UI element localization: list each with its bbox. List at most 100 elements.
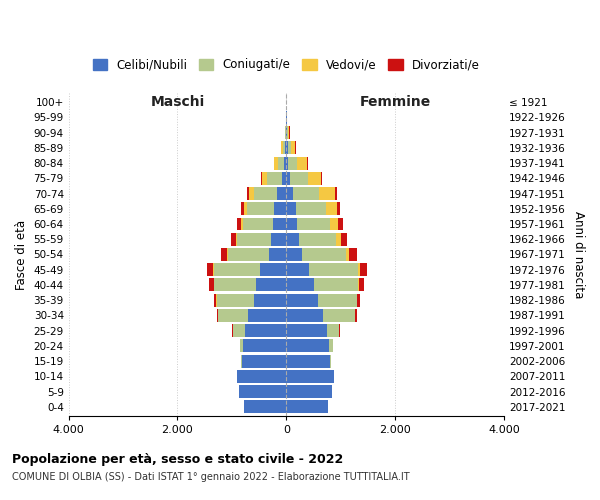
Bar bbox=[250, 187, 254, 200]
Bar bbox=[244, 400, 286, 413]
Bar bbox=[286, 142, 287, 154]
Bar bbox=[339, 324, 340, 337]
Bar bbox=[214, 278, 256, 291]
Bar bbox=[214, 294, 217, 306]
Bar bbox=[358, 294, 361, 306]
Bar bbox=[314, 278, 358, 291]
Bar bbox=[247, 202, 274, 215]
Bar bbox=[267, 172, 282, 185]
Bar bbox=[228, 248, 269, 261]
Bar bbox=[209, 278, 214, 291]
Bar bbox=[287, 142, 291, 154]
Bar bbox=[296, 202, 326, 215]
Bar bbox=[278, 156, 284, 170]
Bar bbox=[284, 156, 286, 170]
Bar bbox=[337, 233, 341, 245]
Bar bbox=[227, 248, 228, 261]
Bar bbox=[260, 263, 286, 276]
Bar bbox=[286, 278, 314, 291]
Bar bbox=[281, 142, 283, 154]
Bar bbox=[241, 354, 242, 368]
Bar bbox=[274, 156, 278, 170]
Y-axis label: Fasce di età: Fasce di età bbox=[15, 220, 28, 290]
Bar bbox=[319, 187, 335, 200]
Bar bbox=[297, 156, 307, 170]
Bar bbox=[274, 202, 286, 215]
Legend: Celibi/Nubili, Coniugati/e, Vedovi/e, Divorziati/e: Celibi/Nubili, Coniugati/e, Vedovi/e, Di… bbox=[88, 54, 485, 76]
Bar bbox=[330, 354, 331, 368]
Bar bbox=[308, 172, 321, 185]
Bar bbox=[254, 294, 286, 306]
Bar bbox=[233, 324, 245, 337]
Bar bbox=[208, 263, 214, 276]
Bar bbox=[286, 340, 329, 352]
Bar bbox=[359, 278, 364, 291]
Bar bbox=[355, 309, 357, 322]
Bar bbox=[271, 233, 286, 245]
Bar bbox=[293, 187, 319, 200]
Bar bbox=[214, 263, 260, 276]
Bar bbox=[238, 370, 286, 383]
Bar bbox=[286, 400, 328, 413]
Bar bbox=[240, 340, 244, 352]
Bar bbox=[262, 172, 267, 185]
Bar bbox=[286, 156, 289, 170]
Bar bbox=[236, 233, 238, 245]
Bar bbox=[318, 294, 357, 306]
Bar bbox=[321, 172, 322, 185]
Bar bbox=[248, 309, 286, 322]
Bar bbox=[307, 156, 308, 170]
Bar bbox=[286, 187, 293, 200]
Bar bbox=[273, 218, 286, 230]
Bar bbox=[335, 187, 337, 200]
Bar bbox=[286, 218, 297, 230]
Bar bbox=[286, 370, 334, 383]
Bar bbox=[221, 248, 227, 261]
Bar bbox=[244, 218, 273, 230]
Bar bbox=[330, 218, 338, 230]
Bar bbox=[242, 354, 286, 368]
Bar bbox=[326, 202, 337, 215]
Bar bbox=[238, 233, 271, 245]
Text: Maschi: Maschi bbox=[151, 94, 205, 108]
Bar bbox=[286, 294, 318, 306]
Bar bbox=[289, 156, 297, 170]
Bar bbox=[237, 218, 241, 230]
Bar bbox=[299, 233, 337, 245]
Bar bbox=[341, 233, 347, 245]
Bar bbox=[309, 263, 358, 276]
Text: Femmine: Femmine bbox=[359, 94, 431, 108]
Bar bbox=[346, 248, 349, 261]
Bar bbox=[256, 278, 286, 291]
Bar bbox=[323, 309, 355, 322]
Bar bbox=[329, 340, 333, 352]
Bar bbox=[286, 248, 302, 261]
Bar bbox=[286, 324, 326, 337]
Bar bbox=[349, 248, 357, 261]
Bar bbox=[286, 354, 330, 368]
Bar bbox=[277, 187, 286, 200]
Bar bbox=[261, 172, 262, 185]
Bar bbox=[358, 263, 360, 276]
Bar bbox=[297, 218, 330, 230]
Bar bbox=[283, 142, 285, 154]
Bar bbox=[254, 187, 277, 200]
Bar bbox=[338, 218, 343, 230]
Bar bbox=[217, 294, 254, 306]
Text: Popolazione per età, sesso e stato civile - 2022: Popolazione per età, sesso e stato civil… bbox=[12, 452, 343, 466]
Bar bbox=[358, 278, 359, 291]
Bar bbox=[288, 126, 289, 139]
Bar bbox=[245, 324, 286, 337]
Bar bbox=[302, 248, 346, 261]
Bar bbox=[241, 218, 244, 230]
Bar bbox=[282, 172, 286, 185]
Bar bbox=[337, 202, 340, 215]
Bar bbox=[285, 142, 286, 154]
Bar bbox=[269, 248, 286, 261]
Bar bbox=[290, 172, 308, 185]
Bar bbox=[247, 187, 250, 200]
Bar bbox=[286, 202, 296, 215]
Y-axis label: Anni di nascita: Anni di nascita bbox=[572, 211, 585, 298]
Bar bbox=[244, 340, 286, 352]
Bar bbox=[286, 233, 299, 245]
